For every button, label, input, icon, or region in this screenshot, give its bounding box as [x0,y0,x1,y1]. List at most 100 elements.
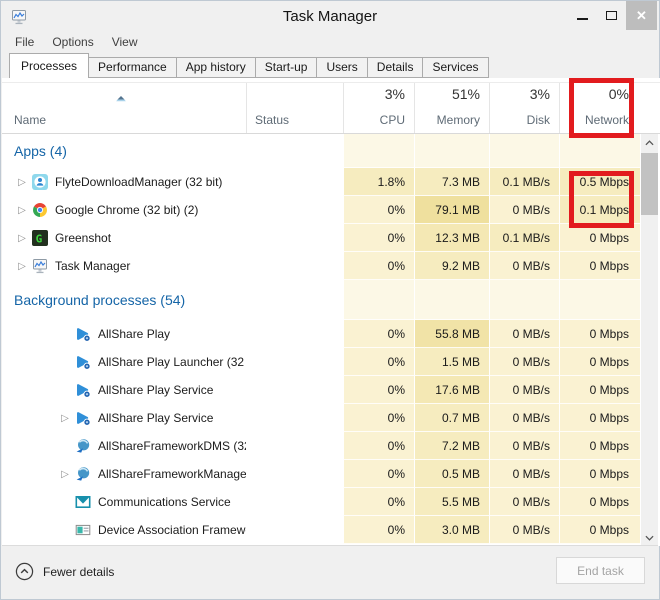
menu-view[interactable]: View [111,35,138,49]
cell-mem [414,134,489,168]
vertical-scrollbar[interactable] [641,134,658,546]
process-row[interactable]: ▷ FlyteDownloadManager (32 bit) 1.8% 7.3 MB… [2,168,660,196]
column-header-network[interactable]: 0% Network [559,83,640,133]
cell-net: 0 Mbps [559,224,640,252]
expand-arrow-icon[interactable]: ▷ [18,232,26,244]
cell-mem: 7.3 MB [414,168,489,196]
mail-icon [75,494,91,510]
scrollbar-down-icon[interactable] [641,529,658,546]
cell-cpu: 0% [343,460,414,488]
cell-net: 0 Mbps [559,252,640,280]
process-row[interactable]: AllShare Play Launcher (32 bit)0%1.5 MB0… [2,348,660,376]
expand-arrow-icon[interactable]: ▷ [18,260,26,272]
menu-bar: File Options View [1,33,659,51]
scrollbar-thumb[interactable] [641,153,658,215]
column-header-disk[interactable]: 3% Disk [489,83,559,133]
cell-disk: 0 MB/s [489,252,559,280]
cell-cpu: 0% [343,432,414,460]
disk-total-value: 3% [529,86,550,102]
tab-details[interactable]: Details [366,57,424,78]
cell-cpu: 0% [343,516,414,544]
section-header-row[interactable]: Background processes (54) [2,280,660,320]
cell-status [246,252,343,280]
cell-net [559,134,640,168]
process-row[interactable]: AllShare Play 0% 55.8 MB 0 MB/s 0 Mbps [2,320,660,348]
process-row[interactable]: ▷ Task Manager 0% 9.2 MB 0 MB/s 0 Mbps [2,252,660,280]
process-row[interactable]: ▷ AllShare Play Service 0% 0.7 MB 0 MB/s 0 Mb… [2,404,660,432]
cell-mem: 0.7 MB [414,404,489,432]
expand-arrow-icon[interactable]: ▷ [61,468,69,480]
column-header-cpu[interactable]: 3% CPU [343,83,414,133]
cell-net: 0 Mbps [559,376,640,404]
maximize-button[interactable] [597,1,626,30]
cell-cpu: 1.8% [343,168,414,196]
expand-arrow-icon[interactable]: ▷ [18,204,26,216]
column-header-status[interactable]: Status [246,83,343,133]
cell-disk: 0 MB/s [489,460,559,488]
cell-net: 0.5 Mbps [559,168,640,196]
name-column-label: Name [14,113,47,127]
cell-disk: 0 MB/s [489,404,559,432]
minimize-button[interactable] [568,1,597,30]
tab-app-history[interactable]: App history [175,57,256,78]
taskmanager-app-icon [11,9,27,25]
cell-cpu: 0% [343,224,414,252]
window-title: Task Manager [282,8,378,25]
column-header-name[interactable]: Name [2,83,246,133]
fewer-details-toggle[interactable]: Fewer details [15,562,114,581]
tab-users[interactable]: Users [316,57,368,78]
device-card-icon [75,522,91,538]
cell-disk [489,134,559,168]
sort-ascending-icon [114,90,128,102]
process-row[interactable]: ▷AllShareFrameworkManagerDM...0%0.5 MB0 … [2,460,660,488]
cell-disk: 0 MB/s [489,320,559,348]
end-task-button[interactable]: End task [556,557,645,584]
cell-disk: 0 MB/s [489,196,559,224]
column-header-memory[interactable]: 51% Memory [414,83,489,133]
process-row[interactable]: ▷ G Greenshot 0% 12.3 MB 0.1 MB/s 0 Mbps [2,224,660,252]
cell-mem: 79.1 MB [414,196,489,224]
chrome-icon [32,202,48,218]
menu-file[interactable]: File [15,35,35,49]
framework-globe-icon [75,438,91,454]
cell-status [246,432,343,460]
menu-options[interactable]: Options [52,35,94,49]
tab-start-up[interactable]: Start-up [254,57,318,78]
process-row[interactable]: Communications Service 0% 5.5 MB 0 MB/s 0 Mb… [2,488,660,516]
fewer-details-label: Fewer details [43,564,115,579]
disk-column-label: Disk [526,113,550,127]
process-row[interactable]: AllShare Play Service 0% 17.6 MB 0 MB/s 0 Mb… [2,376,660,404]
maximize-icon [606,11,617,20]
cell-disk [489,280,559,320]
tab-services[interactable]: Services [422,57,489,78]
section-title: Background processes (54) [14,292,186,308]
cell-disk: 0 MB/s [489,432,559,460]
process-name: AllShare Play Launcher (32 bit) [98,355,246,369]
framework-globe-icon [75,466,91,482]
close-button[interactable]: ✕ [626,1,657,30]
process-name: Device Association Framework ... [98,523,246,537]
cell-mem: 3.0 MB [414,516,489,544]
cell-net: 0 Mbps [559,488,640,516]
titlebar: Task Manager ✕ [1,1,659,33]
process-row[interactable]: AllShareFrameworkDMS (32 bit)0%7.2 MB0 M… [2,432,660,460]
expand-arrow-icon[interactable]: ▷ [61,412,69,424]
cpu-column-label: CPU [379,113,405,127]
allshare-play-icon [75,410,91,426]
expand-arrow-icon[interactable]: ▷ [18,176,26,188]
process-name: AllShare Play Service [98,383,214,397]
cell-disk: 0 MB/s [489,488,559,516]
tab-performance[interactable]: Performance [88,57,177,78]
tab-processes[interactable]: Processes [9,53,90,78]
process-row[interactable]: Device Association Framework ... 0%3.0 MB… [2,516,660,544]
cell-status [246,320,343,348]
process-list: Apps (4) ▷ FlyteDownloadManager (32 bit) 1.… [2,134,660,544]
process-name: FlyteDownloadManager (32 bit) [55,175,223,189]
scrollbar-up-icon[interactable] [641,134,658,151]
memory-column-label: Memory [436,113,480,127]
process-row[interactable]: ▷ Google Chrome (32 bit) (2) 0% 79.1 MB 0 MB… [2,196,660,224]
cell-mem: 0.5 MB [414,460,489,488]
cell-cpu: 0% [343,348,414,376]
section-header-row[interactable]: Apps (4) [2,134,660,168]
